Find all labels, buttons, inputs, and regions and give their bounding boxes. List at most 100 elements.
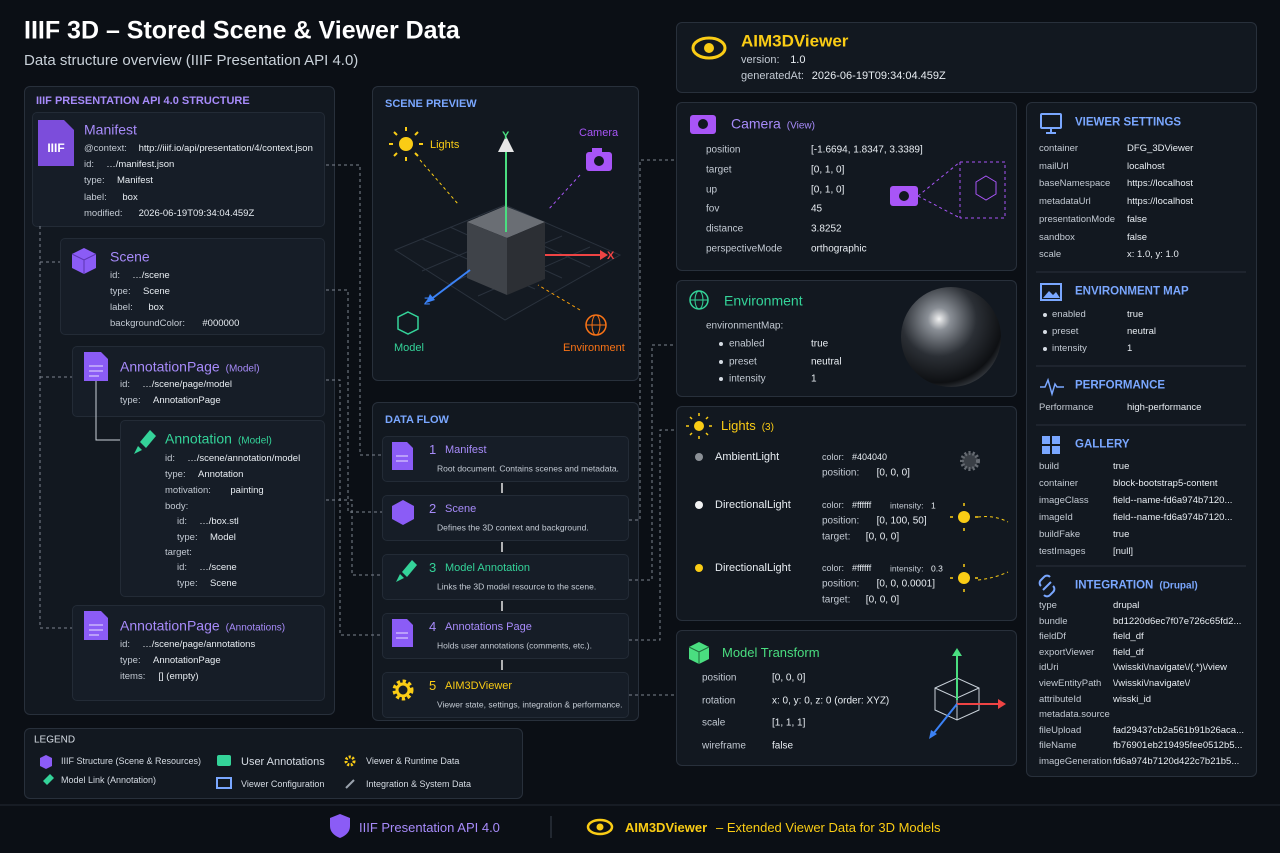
field-value: 2026-06-19T09:34:04.459Z — [138, 207, 255, 219]
field-key: label: — [110, 301, 133, 313]
field-key: intensity: — [890, 500, 924, 511]
field-value: [0, 100, 50] — [876, 515, 927, 527]
field-value: false — [772, 740, 794, 752]
field-key: target: — [165, 546, 192, 558]
field-value: [0, 0, 0] — [865, 594, 900, 606]
field-key: color: — [822, 563, 845, 574]
field-value: http://iiif.io/api/presentation/4/contex… — [138, 142, 313, 154]
page-subtitle: Data structure overview (IIIF Presentati… — [24, 51, 359, 69]
field-value: Scene — [210, 577, 237, 589]
field-key: intensity: — [890, 563, 924, 574]
title-tag: (Model) — [237, 435, 272, 447]
field-value: false — [1127, 213, 1148, 225]
step-number: 2 — [429, 500, 437, 516]
section-title: Manifest — [84, 121, 137, 138]
legend-panel — [24, 728, 523, 799]
field-key: label: — [84, 191, 107, 203]
field-key: target — [706, 164, 732, 176]
field-value: true — [1113, 528, 1130, 540]
field-key: intensity — [729, 373, 766, 385]
field-key: metadataUrl — [1039, 195, 1091, 207]
field-value: #ffffff — [852, 563, 872, 574]
field-key: type: — [177, 531, 198, 543]
field-value: …/scene — [199, 561, 237, 573]
section-title: Annotation (Model) — [165, 430, 272, 447]
field-value: fd6a974b7120d422c7b21b5... — [1113, 755, 1240, 767]
field-value: #ffffff — [852, 500, 872, 511]
section-title: Lights (3) — [721, 417, 774, 433]
field-key: container — [1039, 142, 1079, 154]
field-key: enabled — [729, 338, 765, 350]
viewer-name: AIM3DViewer — [741, 31, 849, 51]
section-title: ENVIRONMENT MAP — [1075, 285, 1189, 298]
field-value: 1.0 — [790, 53, 806, 66]
field-value: 45 — [811, 203, 823, 215]
field-key: position: — [822, 467, 860, 479]
light-name: DirectionalLight — [715, 561, 791, 574]
footer-text: IIIF Presentation API 4.0 — [359, 819, 500, 835]
field-value: field_df — [1113, 630, 1144, 642]
preview-label: Lights — [430, 138, 460, 151]
page-title: IIIF 3D – Stored Scene & Viewer Data — [24, 16, 460, 45]
field-value: DFG_3DViewer — [1127, 142, 1194, 154]
legend-item: Model Link (Annotation) — [61, 775, 157, 786]
field-value: field_df — [1113, 646, 1144, 658]
field-value: localhost — [1127, 160, 1165, 172]
field-key: fieldDf — [1039, 630, 1066, 642]
axis-label: Z — [424, 296, 431, 308]
field-value: Manifest — [117, 175, 153, 187]
field-key: fileUpload — [1039, 724, 1082, 736]
field-value: \/wisski\/navigate\/ — [1113, 677, 1191, 689]
field-value: \/wisski\/navigate\/(.*)\/view — [1113, 662, 1228, 674]
field-key: perspectiveMode — [706, 243, 783, 255]
field-value: Annotation — [198, 468, 244, 480]
field-value: box — [122, 191, 138, 203]
step-title: Annotations Page — [445, 620, 532, 633]
field-value: [null] — [1113, 545, 1134, 557]
field-key: container — [1039, 477, 1079, 489]
field-key: exportViewer — [1039, 646, 1095, 658]
field-key: type: — [84, 175, 105, 187]
step-description: Links the 3D model resource to the scene… — [437, 581, 597, 592]
field-key: rotation — [702, 695, 736, 707]
field-value: Model — [210, 531, 236, 543]
field-value: #000000 — [202, 317, 240, 329]
field-value: wisski_id — [1113, 693, 1152, 705]
field-value: …/box.stl — [199, 515, 239, 527]
field-key: scale — [702, 717, 726, 729]
field-key: backgroundColor: — [110, 317, 185, 329]
field-key: scale — [1039, 248, 1062, 260]
field-key: target: — [822, 594, 851, 606]
field-value: …/manifest.json — [106, 158, 175, 170]
title-tag: (Annotations) — [225, 622, 286, 634]
field-key: items: — [120, 670, 146, 682]
field-key: id: — [120, 378, 131, 390]
step-description: Defines the 3D context and background. — [437, 522, 589, 533]
flow-step — [382, 672, 629, 718]
field-value: [0, 0, 0.0001] — [876, 578, 935, 590]
model-transform-panel — [676, 630, 1017, 766]
step-title: Manifest — [445, 443, 487, 456]
field-key: imageId — [1039, 511, 1073, 523]
legend-item: User Annotations — [241, 755, 325, 768]
field-value: https://localhost — [1127, 195, 1194, 207]
title-tag: (View) — [786, 120, 815, 132]
field-value: true — [1113, 460, 1130, 472]
title-tag: (Drupal) — [1159, 580, 1198, 592]
field-key: position — [706, 144, 741, 156]
preview-label: Model — [394, 341, 424, 354]
flow-step — [382, 554, 629, 600]
flow-step — [382, 436, 629, 482]
field-key: sandbox — [1039, 231, 1075, 243]
field-value: field--name-fd6a974b7120... — [1113, 511, 1233, 523]
field-key: modified: — [84, 207, 123, 219]
axis-label: Y — [502, 129, 510, 142]
field-value: [1, 1, 1] — [772, 717, 806, 729]
field-value: 2026-06-19T09:34:04.459Z — [811, 69, 946, 82]
field-value: drupal — [1113, 599, 1140, 611]
field-value: 3.8252 — [811, 223, 842, 235]
field-key: testImages — [1039, 545, 1086, 557]
field-key: version: — [741, 53, 780, 66]
field-value: bd1220d6ec7f07e726c65fd2... — [1113, 615, 1242, 627]
step-description: Root document. Contains scenes and metad… — [437, 463, 619, 474]
